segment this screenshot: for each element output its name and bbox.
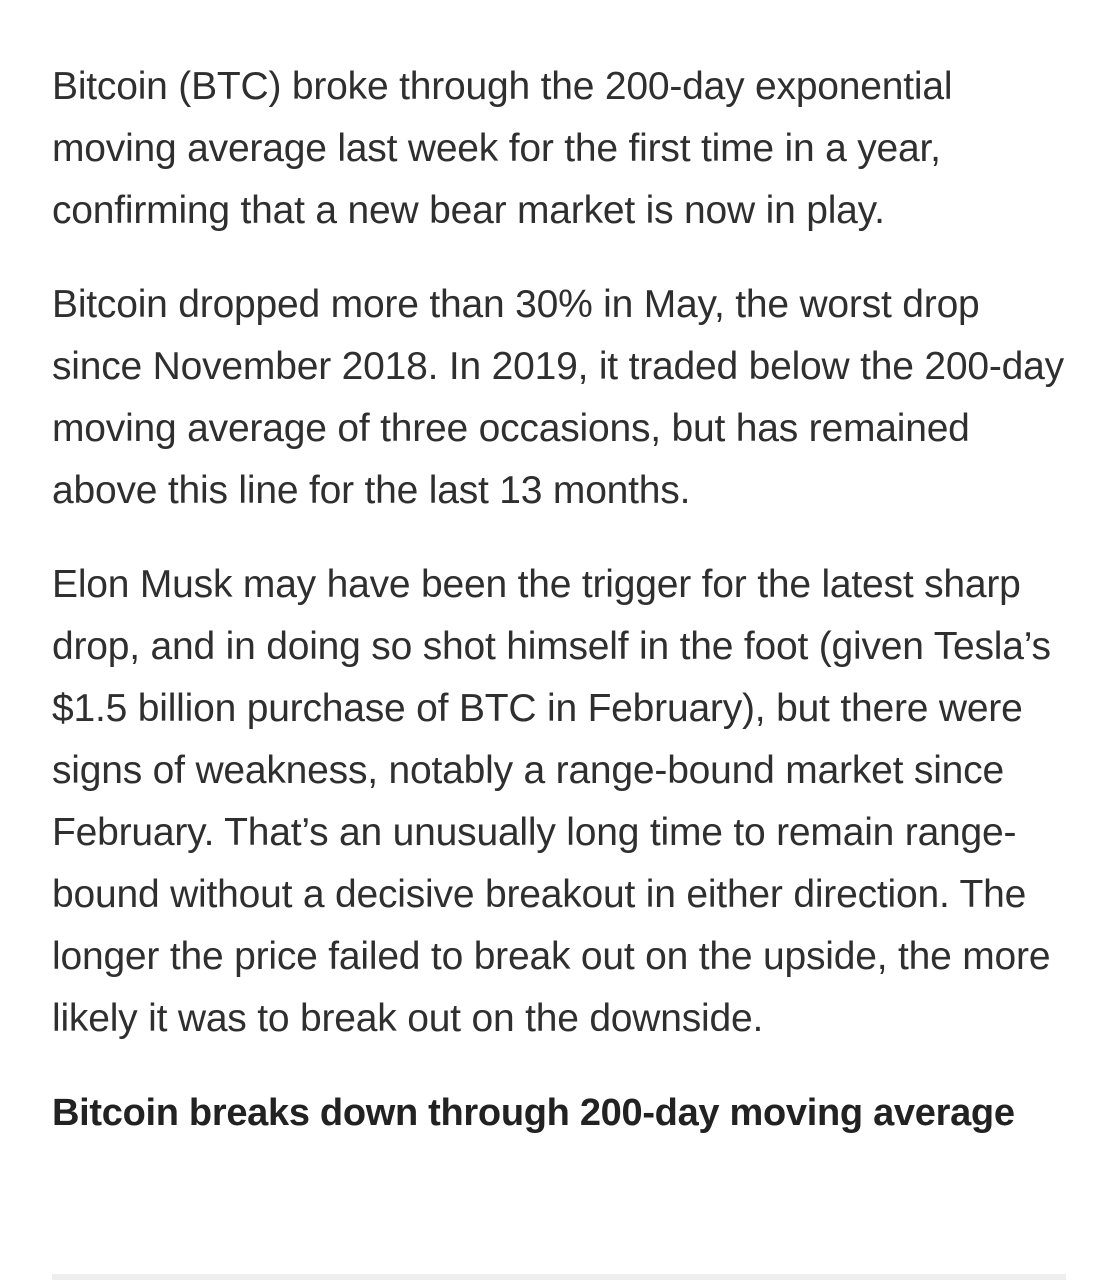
chart-image-top-edge <box>52 1274 1066 1280</box>
paragraph-3: Elon Musk may have been the trigger for … <box>52 563 1051 1040</box>
article-body: Bitcoin (BTC) broke through the 200-day … <box>52 56 1072 1144</box>
paragraph-2: Bitcoin dropped more than 30% in May, th… <box>52 283 1064 512</box>
paragraph-1: Bitcoin (BTC) broke through the 200-day … <box>52 65 953 232</box>
section-heading: Bitcoin breaks down through 200-day movi… <box>52 1092 1015 1134</box>
